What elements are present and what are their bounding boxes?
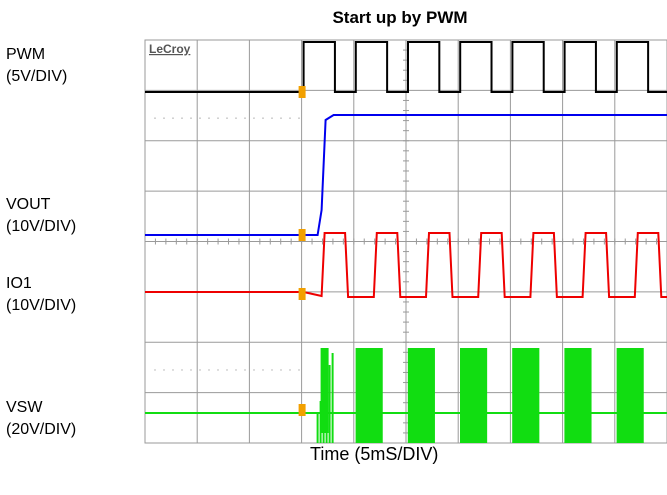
grid-dot <box>298 369 299 370</box>
trigger-marker <box>299 229 306 241</box>
grid-dot <box>163 369 164 370</box>
grid-dot <box>208 369 209 370</box>
grid-dot <box>253 117 254 118</box>
grid-dot <box>271 117 272 118</box>
grid-dot <box>190 369 191 370</box>
grid-dot <box>172 117 173 118</box>
grid-dot <box>262 117 263 118</box>
vsw-burst <box>512 348 539 443</box>
grid-dot <box>154 117 155 118</box>
trigger-marker <box>299 288 306 300</box>
grid-dot <box>244 369 245 370</box>
grid-dot <box>244 117 245 118</box>
grid-dot <box>298 117 299 118</box>
grid-dot <box>199 117 200 118</box>
grid-dot <box>190 117 191 118</box>
grid-dot <box>253 369 254 370</box>
vsw-burst <box>460 348 487 443</box>
grid-dot <box>271 369 272 370</box>
grid-dot <box>280 117 281 118</box>
vsw-burst <box>408 348 435 443</box>
x-axis-label: Time (5mS/DIV) <box>310 444 438 465</box>
vsw-burst <box>617 348 644 443</box>
grid-dot <box>154 369 155 370</box>
grid-dot <box>235 117 236 118</box>
grid-dot <box>208 117 209 118</box>
grid-dot <box>199 369 200 370</box>
grid-dot <box>181 117 182 118</box>
grid-dot <box>289 117 290 118</box>
grid-dot <box>262 369 263 370</box>
grid-dot <box>163 117 164 118</box>
grid-dot <box>289 369 290 370</box>
grid-dot <box>226 369 227 370</box>
grid-dot <box>172 369 173 370</box>
vsw-burst <box>564 348 591 443</box>
grid-dot <box>226 117 227 118</box>
grid-dot <box>217 117 218 118</box>
brand-logo: LeCroy <box>149 42 191 56</box>
vsw-burst <box>356 348 383 443</box>
grid-dot <box>217 369 218 370</box>
trigger-marker <box>299 86 306 98</box>
grid-dot <box>280 369 281 370</box>
vsw-burst-first <box>321 348 329 433</box>
trigger-marker <box>299 404 306 416</box>
grid-dot <box>181 369 182 370</box>
grid-dot <box>235 369 236 370</box>
